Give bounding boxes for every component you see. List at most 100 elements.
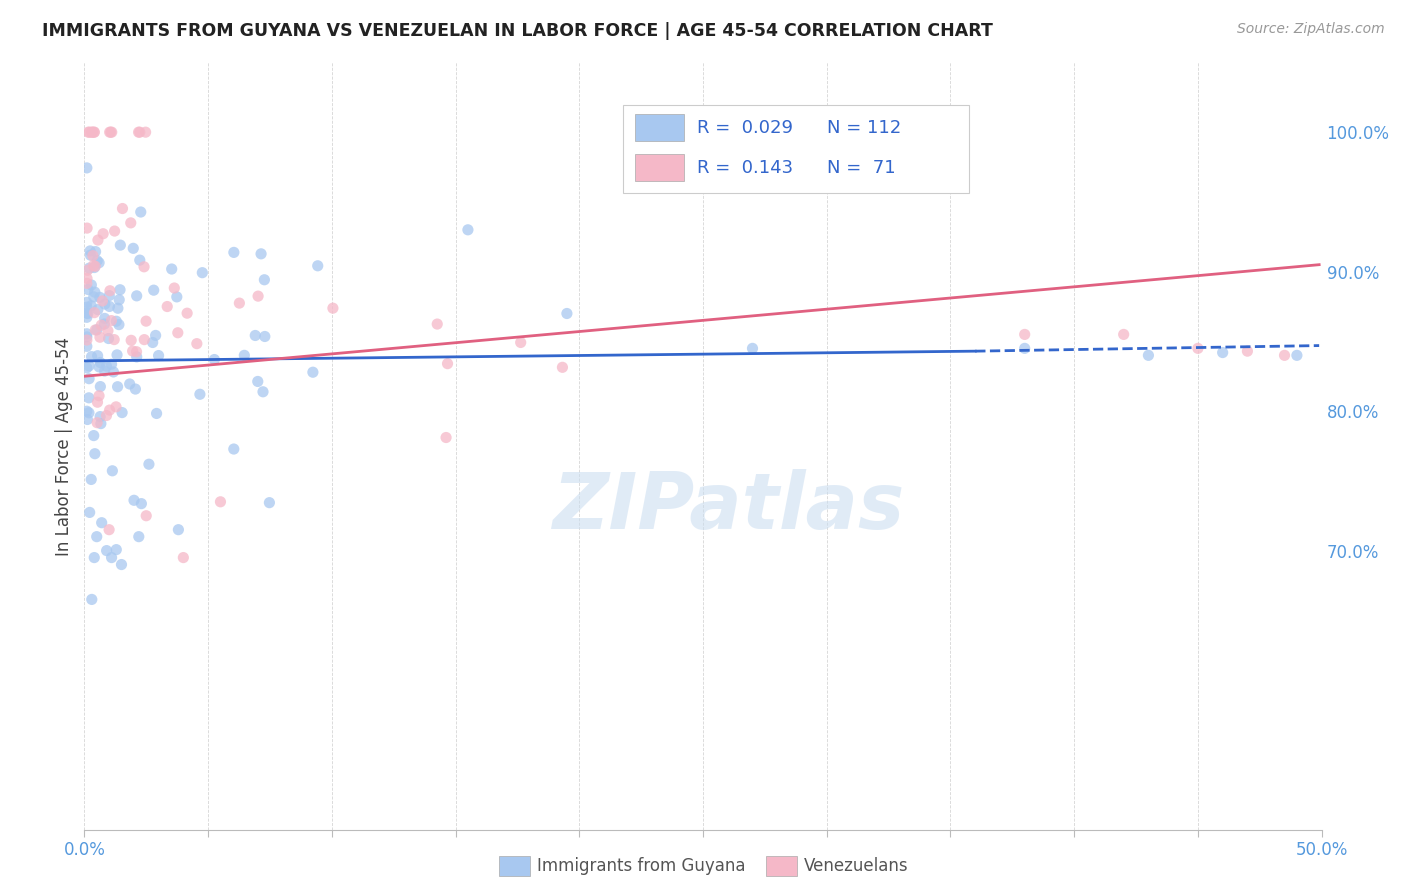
Point xyxy=(128,530,150,544)
Point xyxy=(101,464,124,478)
Point xyxy=(202,352,225,367)
Point xyxy=(83,550,105,565)
Point xyxy=(83,125,105,139)
Point xyxy=(245,328,267,343)
Point xyxy=(87,233,110,247)
Point xyxy=(79,505,101,519)
Point xyxy=(80,299,103,313)
Point xyxy=(156,300,179,314)
Text: N = 112: N = 112 xyxy=(827,119,901,136)
Text: Venezuelans: Venezuelans xyxy=(804,857,908,875)
Point xyxy=(322,301,344,315)
Point xyxy=(91,227,114,241)
Point xyxy=(253,273,276,287)
Point xyxy=(103,333,125,347)
Point xyxy=(110,238,132,252)
Point xyxy=(93,311,115,326)
Point xyxy=(80,277,103,292)
Point xyxy=(163,281,186,295)
Point xyxy=(89,379,111,393)
Point xyxy=(135,314,157,328)
Point xyxy=(172,550,194,565)
FancyBboxPatch shape xyxy=(636,114,685,142)
Point xyxy=(110,558,132,572)
Point xyxy=(76,360,98,375)
Point xyxy=(77,125,100,139)
Point xyxy=(76,295,98,310)
Point xyxy=(89,290,111,304)
Text: ZIPatlas: ZIPatlas xyxy=(551,469,904,545)
Point xyxy=(135,125,157,139)
Point xyxy=(86,416,108,430)
Point xyxy=(1187,342,1209,356)
Point xyxy=(83,125,105,139)
Point xyxy=(128,125,150,139)
Text: R =  0.143: R = 0.143 xyxy=(697,159,793,177)
Point xyxy=(76,263,98,277)
Point xyxy=(86,349,108,363)
Point xyxy=(87,302,110,317)
Point xyxy=(76,306,98,320)
FancyBboxPatch shape xyxy=(623,104,969,193)
Point xyxy=(815,167,838,181)
Point xyxy=(166,326,188,340)
Point xyxy=(76,271,98,285)
Point xyxy=(145,407,167,421)
Point xyxy=(82,249,104,263)
Point xyxy=(76,161,98,175)
Point xyxy=(98,403,121,417)
Point xyxy=(77,391,100,405)
Point xyxy=(120,216,142,230)
FancyBboxPatch shape xyxy=(636,153,685,181)
Point xyxy=(1112,327,1135,342)
Point xyxy=(246,375,269,389)
Point xyxy=(104,224,127,238)
Point xyxy=(186,336,208,351)
Point xyxy=(98,300,121,314)
Point xyxy=(426,317,449,331)
Point xyxy=(120,334,142,348)
Point xyxy=(82,125,104,139)
Point xyxy=(1285,348,1308,362)
Point xyxy=(86,395,108,409)
Point xyxy=(124,382,146,396)
Point xyxy=(87,256,110,270)
Point xyxy=(76,333,98,347)
Point xyxy=(100,313,122,327)
Point xyxy=(222,442,245,456)
Point xyxy=(80,125,103,139)
Point xyxy=(247,289,270,303)
Point xyxy=(100,357,122,371)
Point xyxy=(105,314,128,328)
Point xyxy=(551,360,574,375)
Point xyxy=(302,365,325,379)
Point xyxy=(77,359,100,373)
Point xyxy=(80,472,103,486)
Point xyxy=(125,350,148,364)
Point xyxy=(79,261,101,276)
Point xyxy=(77,406,100,420)
Text: N =  71: N = 71 xyxy=(827,159,896,177)
Point xyxy=(105,542,128,557)
Point xyxy=(82,259,104,273)
Point xyxy=(83,290,105,304)
Point xyxy=(111,406,134,420)
Point xyxy=(77,283,100,297)
Point xyxy=(91,293,114,308)
Point xyxy=(131,497,153,511)
Point xyxy=(135,508,157,523)
Point xyxy=(132,260,155,274)
Point xyxy=(107,380,129,394)
Point xyxy=(100,125,122,139)
Point xyxy=(83,447,105,461)
Point xyxy=(76,330,98,344)
Point xyxy=(83,428,105,442)
Point xyxy=(93,364,115,378)
Point xyxy=(253,329,276,343)
Point xyxy=(434,430,457,444)
Point xyxy=(98,523,121,537)
Point xyxy=(128,253,150,268)
Point xyxy=(98,125,121,139)
Point xyxy=(100,550,122,565)
Text: R =  0.029: R = 0.029 xyxy=(697,119,793,136)
